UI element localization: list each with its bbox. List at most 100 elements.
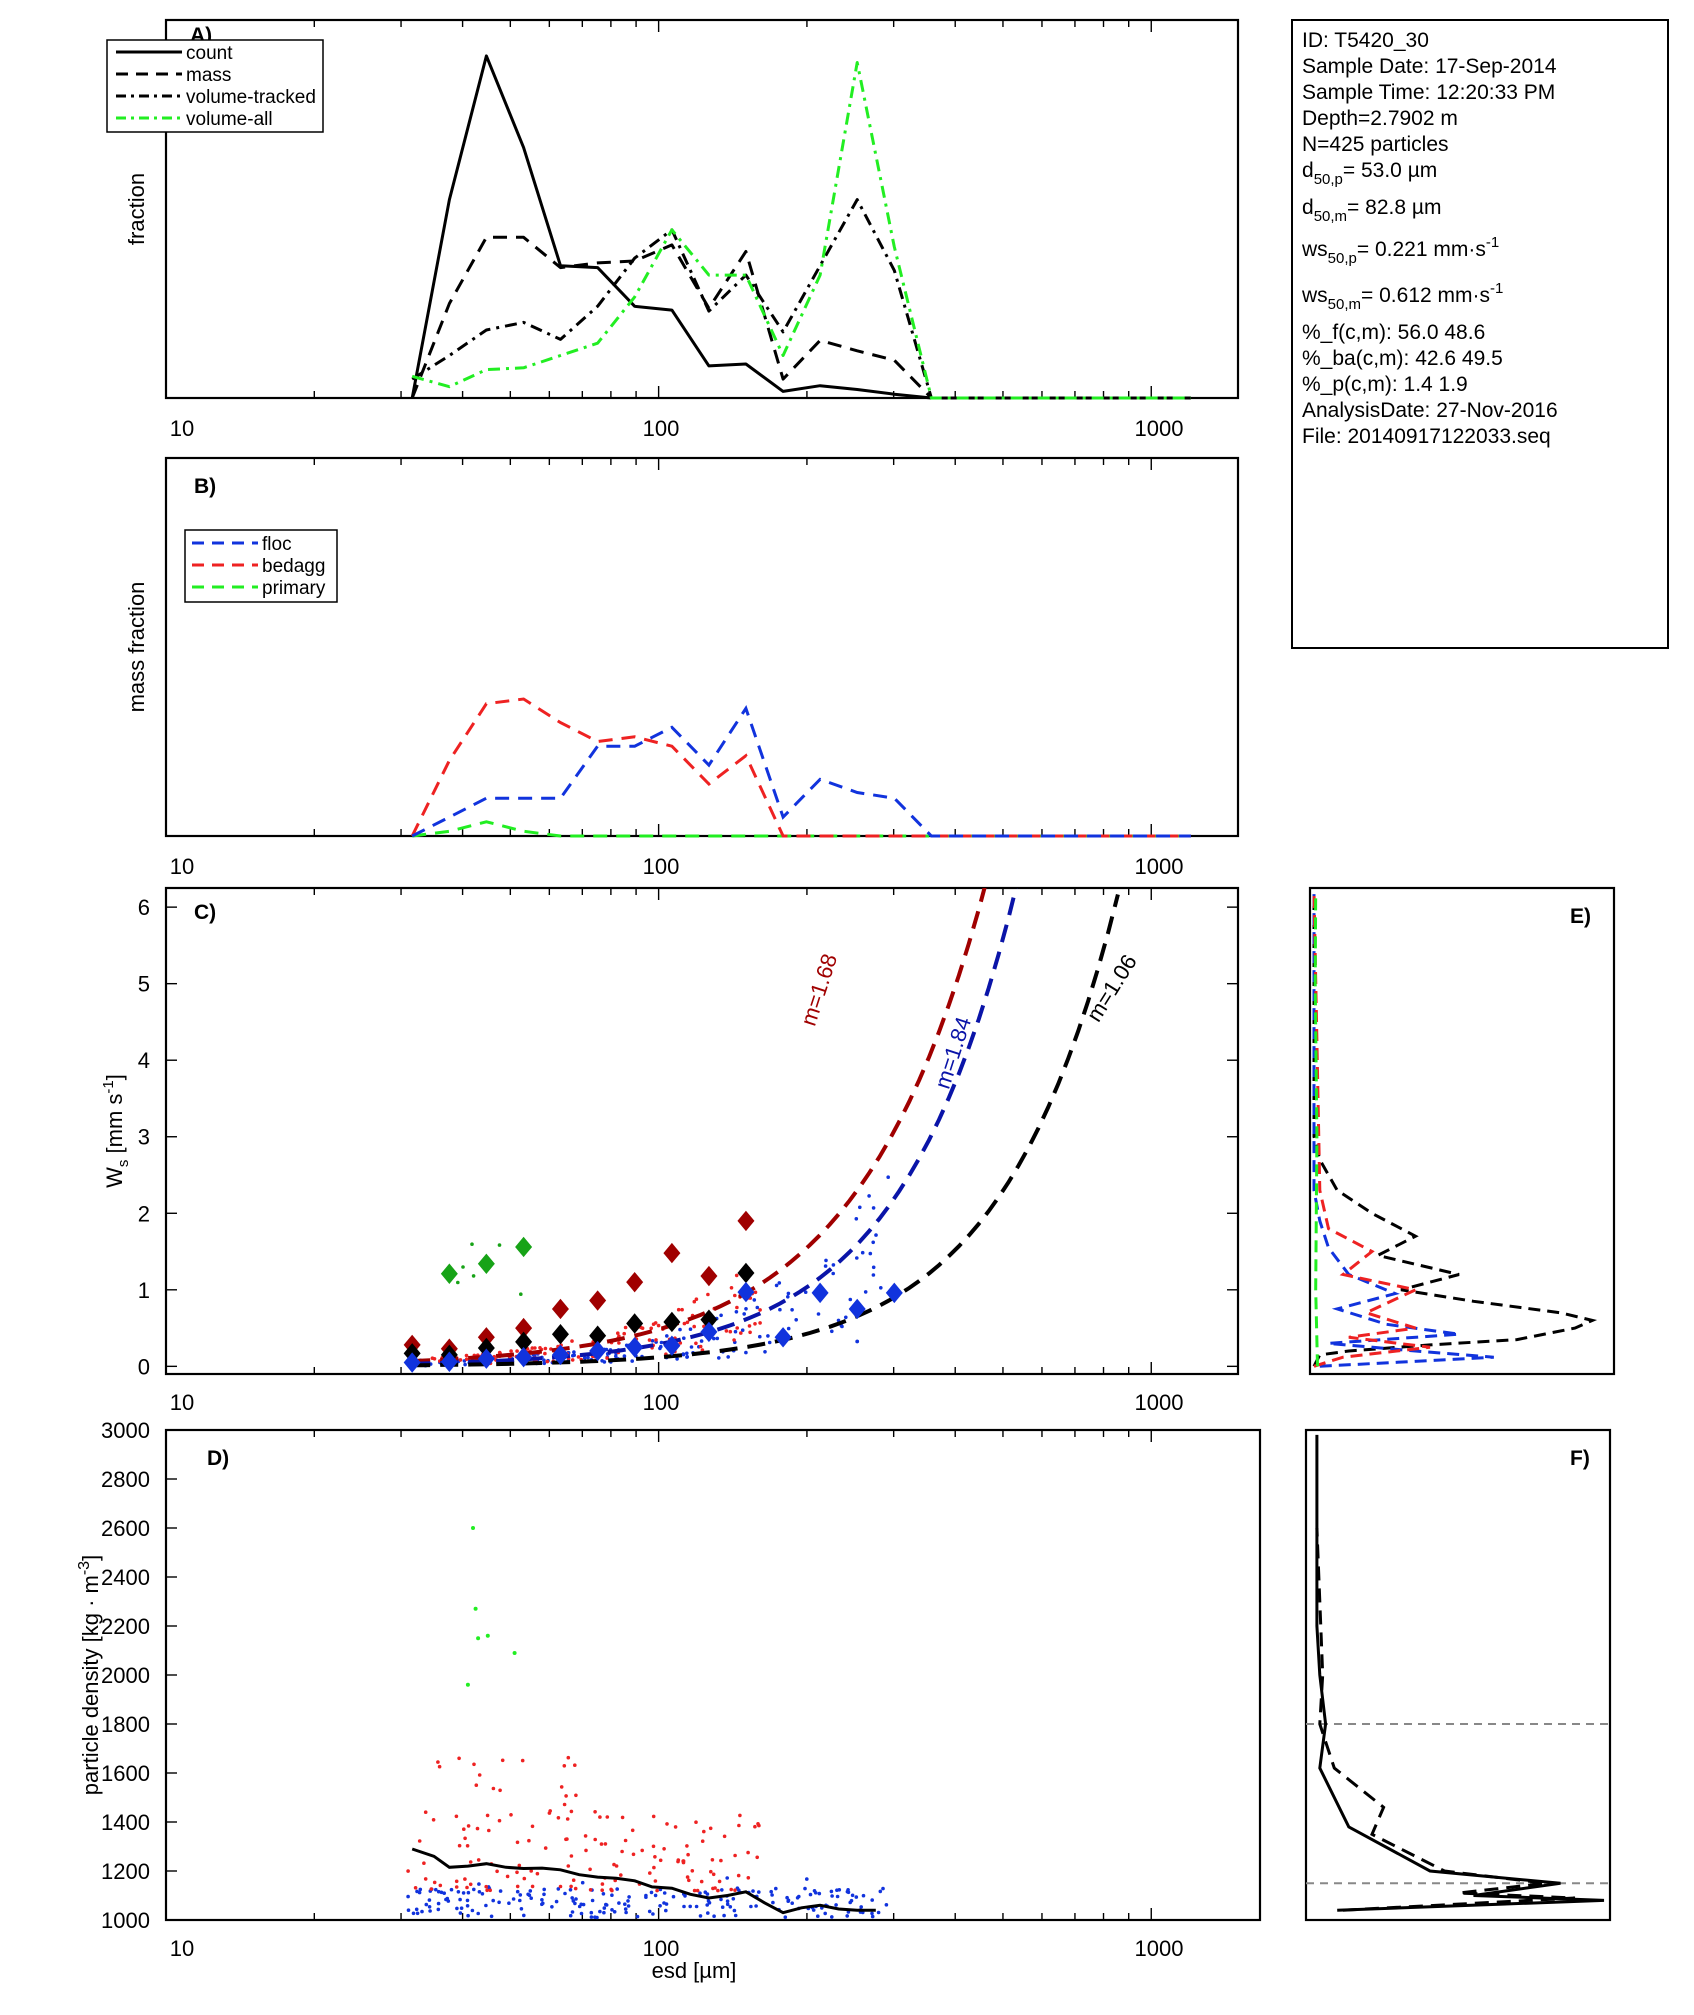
panel-d-floc-point <box>623 1902 627 1906</box>
panel-d-bedagg-point <box>571 1878 576 1882</box>
panel-e-frame <box>1308 886 1616 1376</box>
panel-d-bedagg-point <box>620 1849 624 1854</box>
panel-c-bedagg-point <box>464 1353 469 1358</box>
panel-d-y-label: particle density [kg · m-3] <box>76 1555 103 1795</box>
panel-d-floc-point <box>811 1908 816 1912</box>
panel-d-bedagg-point <box>454 1879 459 1884</box>
panel-d-floc-point <box>751 1889 755 1893</box>
panel-c-floc-point <box>542 1358 546 1362</box>
info-file: File: 20140917122033.seq <box>1302 425 1551 448</box>
legend-label-count: count <box>186 43 233 64</box>
panel-c-binned-diamond-all <box>551 1324 569 1345</box>
panel-d-ytick-label: 3000 <box>101 1418 150 1443</box>
panel-f-line-dashed <box>1315 1527 1576 1912</box>
panel-d-ytick-label: 2000 <box>101 1663 150 1688</box>
panel-d-floc-point <box>731 1897 736 1901</box>
panel-d-floc-point <box>580 1880 585 1885</box>
panel-d-bedagg-point <box>599 1842 604 1846</box>
panel-d-floc-point <box>415 1911 420 1916</box>
panel-d-floc-point <box>698 1914 703 1918</box>
panel-d-floc-point <box>683 1894 687 1898</box>
panel-d-floc-point <box>694 1904 699 1909</box>
panel-d-floc-point <box>830 1915 834 1919</box>
panel-c-floc-point <box>831 1263 836 1267</box>
panel-c-bedagg-point <box>653 1321 658 1325</box>
info-pct-primary: %_p(c,m): 1.4 1.9 <box>1302 373 1468 396</box>
panel-c-floc-point <box>602 1360 607 1364</box>
panel-d-bedagg-point <box>737 1823 741 1828</box>
panel-d-bedagg-point <box>694 1820 698 1824</box>
panel-d-floc-point <box>515 1889 520 1894</box>
panel-d-floc-point <box>830 1894 834 1898</box>
panel-d-bedagg-point <box>600 1888 604 1892</box>
panel-c-binned-diamond-floc <box>403 1352 421 1373</box>
panel-d-floc-point <box>589 1910 594 1915</box>
panel-d-floc-point <box>465 1904 470 1908</box>
panel-d-floc-point <box>870 1911 874 1916</box>
panel-c-bedagg-point <box>605 1356 609 1360</box>
panel-d-bedagg-point <box>756 1822 760 1826</box>
panel-d-floc-point <box>712 1914 716 1918</box>
panel-a-legend: count mass volume-tracked volume-all <box>106 39 324 133</box>
panel-d-floc-point <box>601 1892 606 1896</box>
panel-c-floc-point <box>886 1175 890 1179</box>
panel-d-bedagg-point <box>474 1783 479 1787</box>
panel-d-floc-point <box>484 1903 488 1908</box>
panel-c-floc-point <box>854 1217 859 1221</box>
panel-c-binned-diamond-floc <box>515 1346 533 1368</box>
panel-c-floc-point <box>665 1334 669 1338</box>
panel-c-primary-point <box>456 1280 460 1285</box>
legend-label-primary: primary <box>262 578 326 599</box>
panel-d-bedagg-point <box>556 1816 561 1820</box>
panel-d-floc-point <box>568 1913 573 1918</box>
panel-e-line-blue <box>1312 891 1494 1368</box>
panel-d-bedagg-point <box>457 1756 461 1761</box>
panel-c-bedagg-point <box>656 1323 661 1328</box>
panel-d-floc-point <box>805 1877 809 1881</box>
panel-d-bedagg-point <box>437 1764 442 1769</box>
panel-d-floc-point <box>728 1905 733 1909</box>
panel-d-floc-point <box>563 1891 567 1896</box>
panel-d-floc-point <box>623 1907 628 1911</box>
panel-c-bedagg-point <box>734 1273 739 1278</box>
panel-c-bedagg-point <box>623 1325 628 1330</box>
panel-d-bedagg-point <box>520 1758 525 1763</box>
panel-d-bedagg-point <box>505 1874 510 1879</box>
panel-d-x-label: esd [µm] <box>652 1958 737 1983</box>
panel-d-floc-point <box>458 1911 463 1915</box>
panel-c-floc-point <box>689 1345 694 1349</box>
panel-c-ytick-label: 5 <box>138 972 150 997</box>
info-sample-date: Sample Date: 17-Sep-2014 <box>1302 55 1557 78</box>
panel-d-floc-point <box>470 1908 475 1913</box>
panel-d-floc-point <box>870 1898 874 1902</box>
panel-d-floc-point <box>436 1907 441 1912</box>
panel-d-floc-point <box>626 1904 631 1908</box>
panel-c-ytick-label: 6 <box>138 895 150 920</box>
panel-c-y-label: Ws [mm s-1] <box>100 1074 132 1188</box>
panel-c-floc-point <box>855 1256 859 1260</box>
panel-d-bedagg-point <box>530 1884 535 1889</box>
panel-d-bedagg-point <box>476 1858 481 1862</box>
panel-c-bedagg-point <box>692 1299 697 1304</box>
panel-d-floc-point <box>568 1888 573 1892</box>
panel-d-bedagg-point <box>676 1859 680 1864</box>
panel-c-binned-diamond-floc <box>848 1298 866 1320</box>
panel-a: A) fraction 10 100 1000 count mass volum… <box>106 18 1240 441</box>
panel-c-floc-point <box>744 1350 748 1355</box>
panel-d-bedagg-point <box>681 1860 686 1865</box>
panel-d-floc-point <box>424 1902 429 1907</box>
panel-d-floc-point <box>850 1893 855 1898</box>
panel-c-bedagg-point <box>758 1308 762 1312</box>
panel-d-floc-point <box>653 1893 658 1898</box>
panel-d-bedagg-point <box>652 1865 656 1870</box>
panel-f-series <box>1306 1434 1610 1912</box>
panel-d-bedagg-point <box>564 1837 568 1842</box>
panel-d-floc-point <box>491 1898 496 1903</box>
legend-label-mass: mass <box>186 65 231 86</box>
panel-d-bedagg-point <box>569 1854 574 1858</box>
panel-c-floc-point <box>752 1298 757 1302</box>
panel-d-bedagg-point <box>651 1844 656 1849</box>
panel-d-bedagg-point <box>432 1880 437 1885</box>
panel-c-floc-point <box>871 1265 876 1270</box>
panel-d-bedagg-point <box>593 1837 597 1842</box>
